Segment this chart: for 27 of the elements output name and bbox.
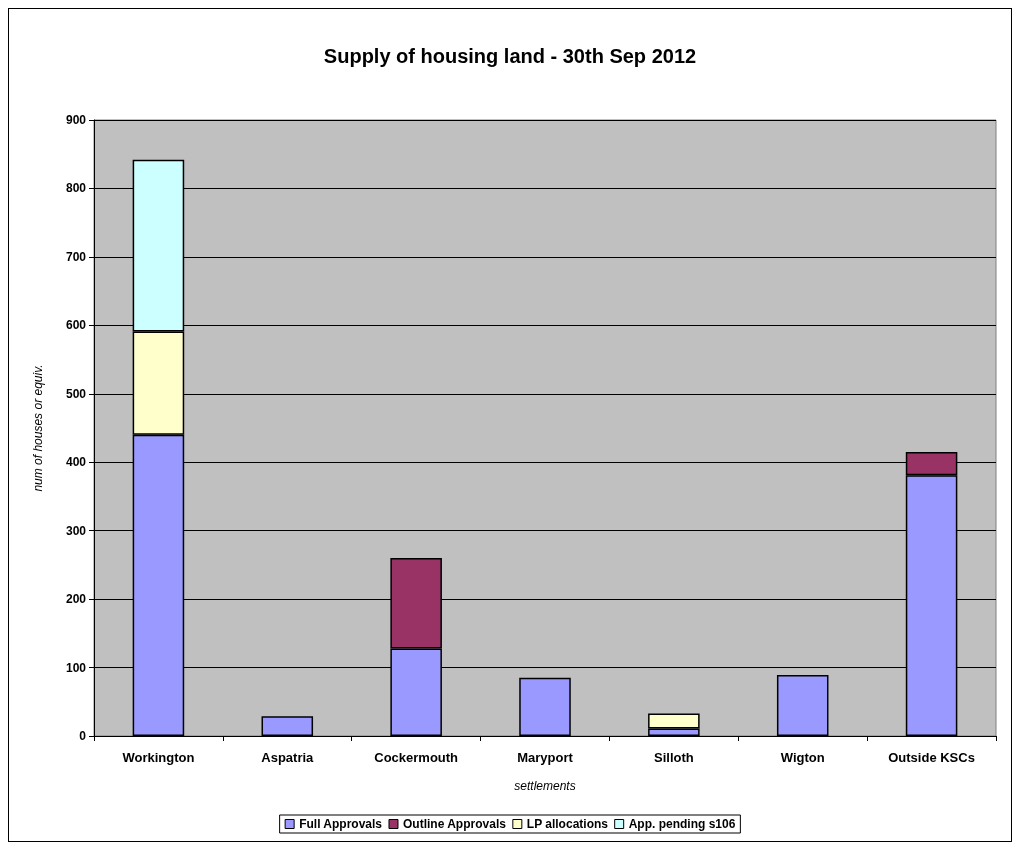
y-tick-label: 300 [65,523,87,538]
y-tick-label: 500 [65,386,87,401]
y-tick-label: 800 [65,181,87,196]
y-tick-label: 0 [79,729,87,743]
x-tick-label: Outside KSCs [888,750,975,765]
y-tick-label: 900 [65,113,87,127]
legend-label: LP allocations [526,817,609,831]
x-tick-label: Silloth [654,750,694,765]
y-tick-label: 600 [65,318,87,333]
y-tick-label: 200 [65,592,87,607]
bar [776,675,829,736]
chart-title: Supply of housing land - 30th Sep 2012 [323,45,697,67]
x-axis-title: settlements [514,779,576,793]
y-tick-label: 100 [65,660,87,675]
x-tick-label: Workington [122,750,195,765]
legend-label: Outline Approvals [402,817,507,831]
x-tick-label: Wigton [780,750,825,765]
x-tick-label: Maryport [517,750,574,765]
bar [519,677,571,736]
x-tick-label: Cockermouth [374,750,459,765]
y-axis-title: num of houses or equiv. [31,364,45,492]
legend-label: Full Approvals [299,817,383,831]
x-tick-label: Aspatria [261,750,315,765]
legend-label: App. pending s106 [628,817,736,831]
y-tick-label: 400 [65,455,87,470]
bar [261,716,314,736]
y-tick-label: 700 [65,249,87,264]
